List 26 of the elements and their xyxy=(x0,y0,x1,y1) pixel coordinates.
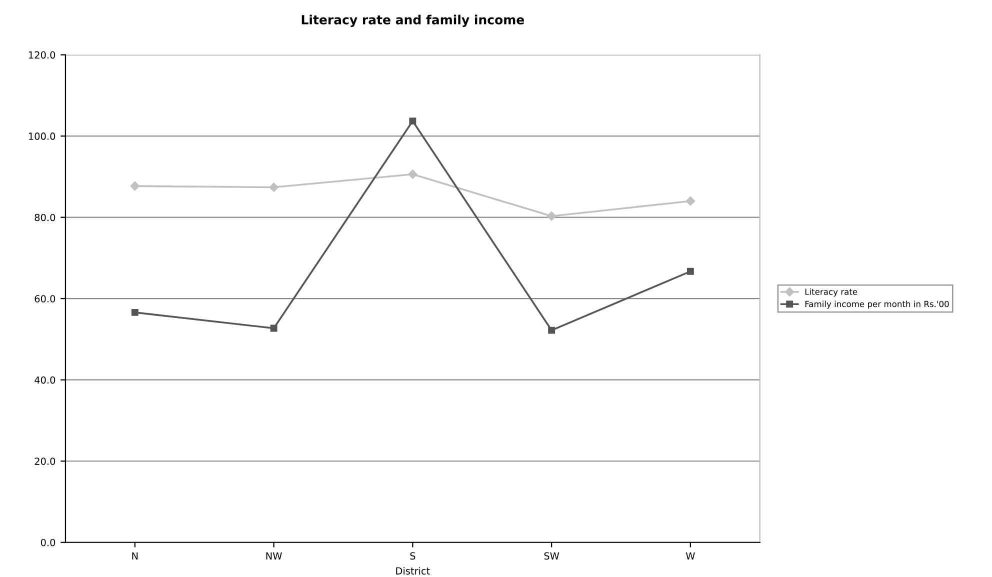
point xyxy=(548,326,556,334)
point xyxy=(270,324,278,332)
x-tick-label: W xyxy=(686,552,695,560)
point xyxy=(409,118,416,125)
y-tick-label: 80.0 xyxy=(34,214,56,222)
chart-title: Literacy rate and family income xyxy=(302,14,524,27)
x-tick-label: N xyxy=(132,552,138,560)
point xyxy=(130,181,140,191)
point xyxy=(686,268,694,275)
y-tick-label: 40.0 xyxy=(34,376,56,384)
point xyxy=(686,196,696,206)
x-axis-title: District xyxy=(396,567,430,575)
point xyxy=(269,182,278,192)
point xyxy=(546,211,556,221)
y-tick-label: 60.0 xyxy=(34,295,56,302)
y-tick-label: 20.0 xyxy=(34,458,56,465)
x-tick-label: SW xyxy=(544,552,560,560)
point xyxy=(131,308,138,316)
y-tick-label: 0.0 xyxy=(40,538,56,546)
y-tick-label: 100.0 xyxy=(28,132,56,140)
x-tick-label: NW xyxy=(266,552,282,560)
y-tick-label: 120.0 xyxy=(28,51,56,59)
point xyxy=(408,170,418,179)
legend-label: Literacy rate xyxy=(805,288,858,297)
x-tick-label: S xyxy=(410,552,416,560)
legend-label: Family income per month in Rs.'00 xyxy=(805,300,949,309)
